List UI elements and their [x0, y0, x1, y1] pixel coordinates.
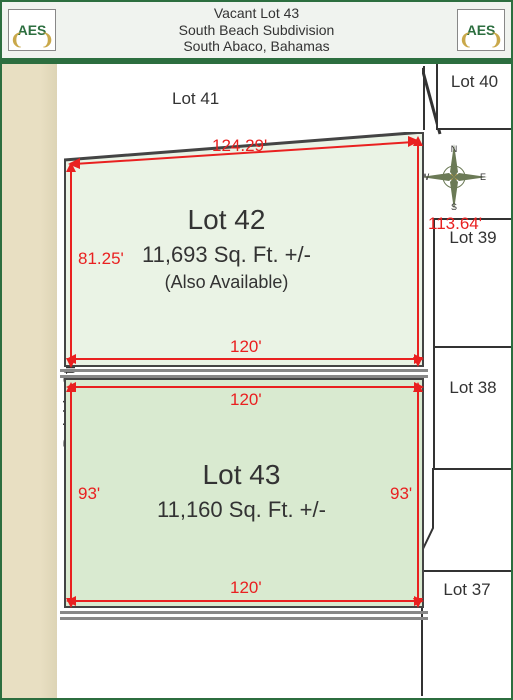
street [2, 64, 57, 700]
lot40-label: Lot 40 [451, 72, 498, 92]
lot43-content: Lot 43 11,160 Sq. Ft. +/- [157, 459, 326, 523]
dim-lot42-bottom-label: 120' [230, 337, 262, 357]
header-title: Vacant Lot 43 South Beach Subdivision So… [56, 5, 457, 55]
lot43-title: Lot 43 [157, 459, 326, 491]
laurel-icon: ❩ [490, 30, 503, 50]
laurel-icon: ❨ [459, 30, 472, 50]
lot38-label: Lot 38 [449, 378, 496, 398]
title-line3: South Abaco, Bahamas [56, 38, 457, 55]
arrow-icon [66, 596, 76, 606]
title-line2: South Beach Subdivision [56, 22, 457, 39]
dim-lot42-left-label: 81.25' [78, 249, 124, 269]
plot-map: AES ❨ ❩ Vacant Lot 43 South Beach Subdiv… [0, 0, 513, 700]
dim-lot42-left [70, 168, 72, 360]
laurel-icon: ❨ [10, 30, 23, 50]
lot-jog-line [421, 468, 511, 578]
lot42-title: Lot 42 [142, 204, 311, 236]
dim-lot43-right [417, 388, 419, 600]
divider [60, 369, 428, 372]
arrow-icon [413, 136, 423, 146]
lot37-label: Lot 37 [443, 580, 490, 600]
arrow-icon [66, 382, 76, 392]
lot42-area: 11,693 Sq. Ft. +/- [142, 242, 311, 268]
aes-logo-left: AES ❨ ❩ [8, 9, 56, 51]
dim-lot43-top [74, 386, 416, 388]
aes-logo-right: AES ❨ ❩ [457, 9, 505, 51]
dim-lot42-right [417, 142, 419, 359]
arrow-icon [413, 382, 423, 392]
dim-lot43-left-label: 93' [78, 484, 100, 504]
laurel-icon: ❩ [41, 30, 54, 50]
lot38: Lot 38 [433, 346, 511, 470]
dim-lot43-left [70, 388, 72, 600]
dim-lot43-right-label: 93' [390, 484, 412, 504]
lot40: Lot 40 [436, 64, 511, 130]
arrow-icon [66, 162, 76, 172]
svg-text:E: E [480, 172, 486, 182]
dim-lot42-bottom [74, 358, 416, 360]
lot42-content: Lot 42 11,693 Sq. Ft. +/- (Also Availabl… [142, 204, 311, 293]
divider [60, 611, 428, 614]
arrow-icon [414, 354, 424, 364]
arrow-icon [66, 354, 76, 364]
divider [60, 617, 428, 620]
arrow-icon [414, 596, 424, 606]
dim-lot43-top-label: 120' [230, 390, 262, 410]
svg-text:N: N [451, 144, 458, 154]
lot41-region [60, 66, 425, 130]
map-area: Dolphin Street Lot 41 Lot 40 Lot 39 Lot … [2, 64, 511, 700]
svg-text:S: S [451, 202, 457, 212]
title-line1: Vacant Lot 43 [56, 5, 457, 22]
lot39: Lot 39 [433, 218, 511, 348]
lot37: Lot 37 [421, 570, 511, 696]
dim-lot43-bottom [74, 600, 416, 602]
header: AES ❨ ❩ Vacant Lot 43 South Beach Subdiv… [2, 2, 511, 60]
lot42-note: (Also Available) [142, 272, 311, 293]
dim-lot43-bottom-label: 120' [230, 578, 262, 598]
dim-lot42-top-label: 124.29' [212, 136, 267, 156]
compass-icon: N E S W [419, 142, 489, 212]
lot43-area: 11,160 Sq. Ft. +/- [157, 497, 326, 523]
lot41-label: Lot 41 [172, 89, 219, 109]
dim-lot42-right-label: 113.64' [428, 214, 482, 234]
